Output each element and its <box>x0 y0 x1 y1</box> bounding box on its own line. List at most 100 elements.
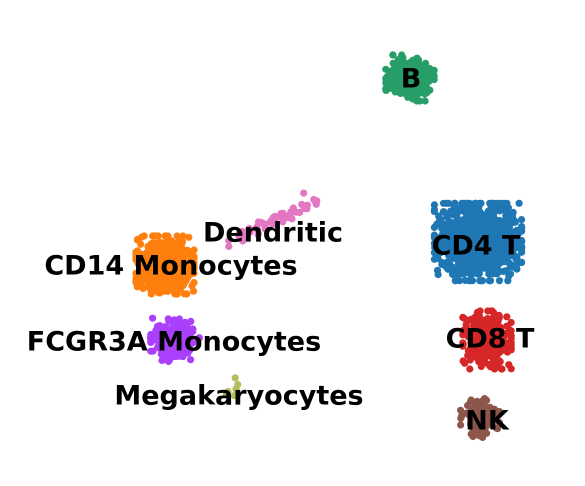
cluster-fcgr3a-monocytes <box>147 314 203 366</box>
point-nk <box>479 405 487 413</box>
point-cd8-t <box>459 313 467 321</box>
point-fcgr3a-monocytes <box>195 334 203 342</box>
point-fcgr3a-monocytes <box>165 317 173 325</box>
point-b <box>395 57 403 66</box>
point-cd8-t <box>487 330 495 338</box>
point-cd14-monocytes <box>178 266 187 274</box>
point-dendritic <box>277 209 285 218</box>
point-cd4-t <box>451 272 459 280</box>
point-b <box>404 69 412 77</box>
point-cd4-t <box>455 266 463 274</box>
point-cd8-t <box>507 327 515 335</box>
point-dendritic <box>269 219 277 227</box>
point-cd8-t <box>503 313 511 321</box>
point-b <box>389 51 397 59</box>
point-dendritic <box>289 204 297 212</box>
point-cd4-t <box>431 238 439 246</box>
point-cd4-t <box>476 208 485 217</box>
point-cd4-t <box>443 264 451 272</box>
point-cd4-t <box>467 212 475 220</box>
point-b <box>398 51 406 59</box>
point-cd4-t <box>518 223 526 231</box>
point-dendritic <box>225 236 233 245</box>
point-cd8-t <box>483 343 491 351</box>
point-cd4-t <box>515 199 523 207</box>
point-cd4-t <box>471 219 479 227</box>
point-cd14-monocytes <box>163 267 172 275</box>
point-cd4-t <box>474 226 482 234</box>
point-cd4-t <box>476 277 484 285</box>
point-cd14-monocytes <box>173 285 181 293</box>
point-b <box>426 64 434 73</box>
point-cd8-t <box>459 339 467 347</box>
point-cd4-t <box>468 246 477 254</box>
point-cd4-t <box>461 276 470 285</box>
point-fcgr3a-monocytes <box>153 322 161 331</box>
point-cd14-monocytes <box>164 232 172 240</box>
point-b <box>391 76 399 84</box>
point-cd14-monocytes <box>185 261 194 269</box>
point-dendritic <box>298 200 306 209</box>
point-dendritic <box>303 201 311 209</box>
point-dendritic <box>245 224 253 232</box>
point-cd8-t <box>496 342 504 351</box>
point-cd4-t <box>518 248 526 256</box>
point-cd4-t <box>480 264 488 272</box>
point-fcgr3a-monocytes <box>163 338 171 347</box>
point-b <box>382 74 390 82</box>
point-cd4-t <box>484 216 492 224</box>
point-cd8-t <box>487 352 495 361</box>
point-megakaryocytes <box>230 392 238 400</box>
point-cd14-monocytes <box>152 232 160 240</box>
point-cd14-monocytes <box>188 282 196 290</box>
point-cd4-t <box>457 249 465 257</box>
point-cd4-t <box>449 227 457 235</box>
point-cd8-t <box>471 313 479 321</box>
point-cd8-t <box>484 307 492 315</box>
point-nk <box>457 406 465 414</box>
cluster-cd14-monocytes <box>132 232 198 298</box>
point-cd4-t <box>505 236 513 244</box>
point-cd4-t <box>518 258 526 266</box>
point-cd4-t <box>481 245 489 253</box>
point-cd8-t <box>461 359 469 367</box>
point-cd4-t <box>467 256 475 264</box>
point-dendritic <box>300 189 308 197</box>
point-cd4-t <box>465 235 473 243</box>
point-cd14-monocytes <box>149 250 157 258</box>
point-b <box>399 67 407 75</box>
point-cd4-t <box>476 199 484 207</box>
point-b <box>389 59 397 67</box>
point-nk <box>483 414 491 422</box>
point-fcgr3a-monocytes <box>149 347 157 355</box>
point-cd14-monocytes <box>166 255 175 263</box>
point-cd4-t <box>450 208 458 216</box>
point-megakaryocytes <box>231 374 239 382</box>
point-dendritic <box>312 200 320 208</box>
point-cd8-t <box>467 339 475 347</box>
point-cd4-t <box>446 220 454 229</box>
point-cd4-t <box>475 250 483 258</box>
point-b <box>411 63 419 71</box>
point-dendritic <box>254 226 262 234</box>
point-fcgr3a-monocytes <box>175 318 183 326</box>
point-nk <box>457 414 465 422</box>
point-cd14-monocytes <box>140 232 148 240</box>
cluster-nk <box>457 395 503 441</box>
point-dendritic <box>260 221 268 229</box>
point-cd8-t <box>495 357 504 365</box>
point-cd14-monocytes <box>170 241 178 249</box>
point-cd4-t <box>505 259 513 267</box>
point-cd4-t <box>450 202 458 210</box>
point-cd14-monocytes <box>184 270 192 278</box>
point-cd8-t <box>494 318 502 326</box>
point-cd4-t <box>468 205 476 213</box>
label-megakaryocytes: Megakaryocytes <box>114 381 363 412</box>
point-cd14-monocytes <box>178 247 186 255</box>
point-b <box>391 66 399 74</box>
scatter-points <box>132 51 526 441</box>
point-megakaryocytes <box>232 386 240 394</box>
point-cd4-t <box>516 238 524 246</box>
point-fcgr3a-monocytes <box>159 349 167 357</box>
